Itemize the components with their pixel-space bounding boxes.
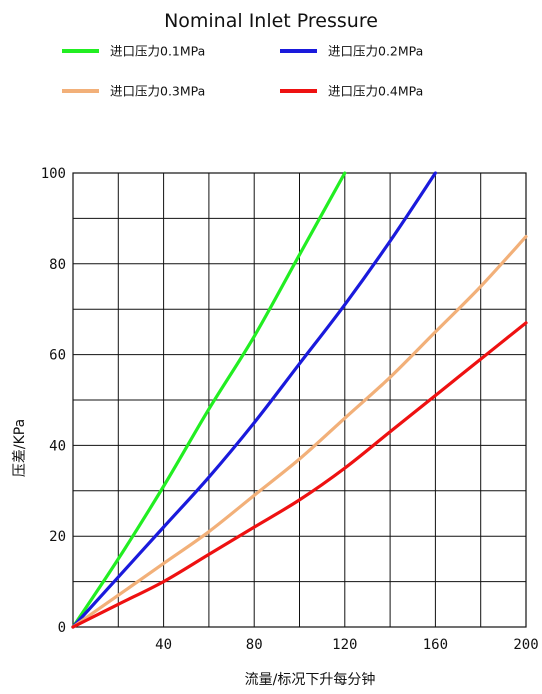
legend: 进口压力0.1MPa 进口压力0.2MPa 进口压力0.3MPa 进口压力0.4MPa	[62, 44, 423, 99]
legend-label-4: 进口压力0.4MPa	[328, 84, 423, 99]
legend-label-3: 进口压力0.3MPa	[110, 84, 205, 99]
legend-label-2: 进口压力0.2MPa	[328, 44, 423, 59]
x-tick-label: 160	[423, 637, 448, 653]
series-line-4	[71, 321, 528, 629]
series-group	[71, 171, 528, 629]
x-tick-label: 200	[513, 637, 538, 653]
x-axis-label: 流量/标况下升每分钟	[245, 671, 376, 688]
series-line-3	[71, 234, 528, 629]
series-line-1	[71, 171, 347, 629]
y-tick-label: 40	[49, 438, 66, 454]
y-tick-label: 100	[41, 166, 66, 182]
y-tick-label: 20	[49, 529, 66, 545]
x-tick-label: 80	[246, 637, 263, 653]
x-tick-label: 40	[155, 637, 172, 653]
legend-label-1: 进口压力0.1MPa	[110, 44, 205, 59]
y-tick-label: 60	[49, 348, 66, 364]
series-line-2	[71, 171, 437, 629]
y-tick-label: 80	[49, 257, 66, 273]
ticks: 0 20 40 60 80 100 40 80 120 160 200	[41, 166, 539, 653]
x-tick-label: 120	[332, 637, 357, 653]
grid	[72, 172, 527, 628]
plot-frame	[72, 172, 527, 628]
y-tick-label: 0	[58, 620, 66, 636]
y-axis-label: 压差/KPa	[12, 419, 28, 477]
chart-title: Nominal Inlet Pressure	[164, 10, 378, 32]
